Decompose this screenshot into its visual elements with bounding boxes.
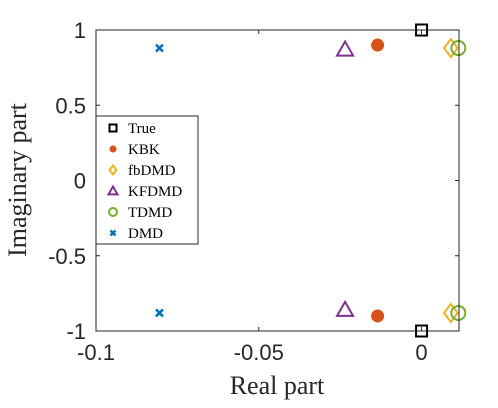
data-marks xyxy=(155,23,467,338)
y-tick-label: -1 xyxy=(66,319,86,344)
y-tick-label: 1 xyxy=(74,18,86,43)
point-kbk-0 xyxy=(371,38,385,52)
legend-marker-tdmd xyxy=(108,207,118,217)
point-kfdmd-0 xyxy=(335,39,355,57)
point-tdmd-1 xyxy=(450,304,467,321)
x-tick-label: -0.1 xyxy=(77,340,115,365)
y-tick-label: -0.5 xyxy=(48,244,86,269)
legend-entry-kfdmd: KFDMD xyxy=(106,184,182,200)
point-fbdmd-1 xyxy=(442,302,459,324)
legend-label: True xyxy=(128,121,156,137)
legend-marker-dmd xyxy=(109,229,117,237)
legend-marker-true xyxy=(108,123,118,133)
x-tick-label: 0 xyxy=(415,340,427,365)
legend-marker-fbdmd xyxy=(108,163,118,177)
legend-label: KFDMD xyxy=(128,184,182,200)
y-tick-label: 0 xyxy=(74,169,86,194)
legend-entry-true: True xyxy=(108,121,156,137)
legend-entry-tdmd: TDMD xyxy=(108,205,172,221)
legend-entry-dmd: DMD xyxy=(109,226,163,242)
legend-box xyxy=(95,115,199,245)
point-kfdmd-1 xyxy=(335,299,355,317)
legend-marker-kbk xyxy=(109,145,117,153)
point-dmd-0 xyxy=(155,43,164,53)
x-tick-label: -0.05 xyxy=(234,340,284,365)
point-kbk-1 xyxy=(371,309,385,323)
point-fbdmd-0 xyxy=(442,37,459,59)
y-axis-label: Imaginary part xyxy=(3,102,32,257)
legend-label: fbDMD xyxy=(128,163,176,179)
legend-entry-fbdmd: fbDMD xyxy=(108,163,176,179)
point-dmd-1 xyxy=(155,308,164,318)
legend-entry-kbk: KBK xyxy=(109,142,160,158)
legend-marker-kfdmd xyxy=(106,184,120,196)
legend-label: TDMD xyxy=(128,205,172,221)
axis-ticks: -0.1 -0.05 0 1 0.5 0 -0.5 -1 xyxy=(48,18,459,365)
x-axis-label: Real part xyxy=(230,371,325,400)
point-tdmd-0 xyxy=(450,40,467,57)
y-tick-label: 0.5 xyxy=(55,93,86,118)
legend: True KBK fbDMD KFDMD TDMD DMD xyxy=(95,115,199,245)
legend-label: KBK xyxy=(128,142,160,158)
legend-label: DMD xyxy=(128,226,163,242)
